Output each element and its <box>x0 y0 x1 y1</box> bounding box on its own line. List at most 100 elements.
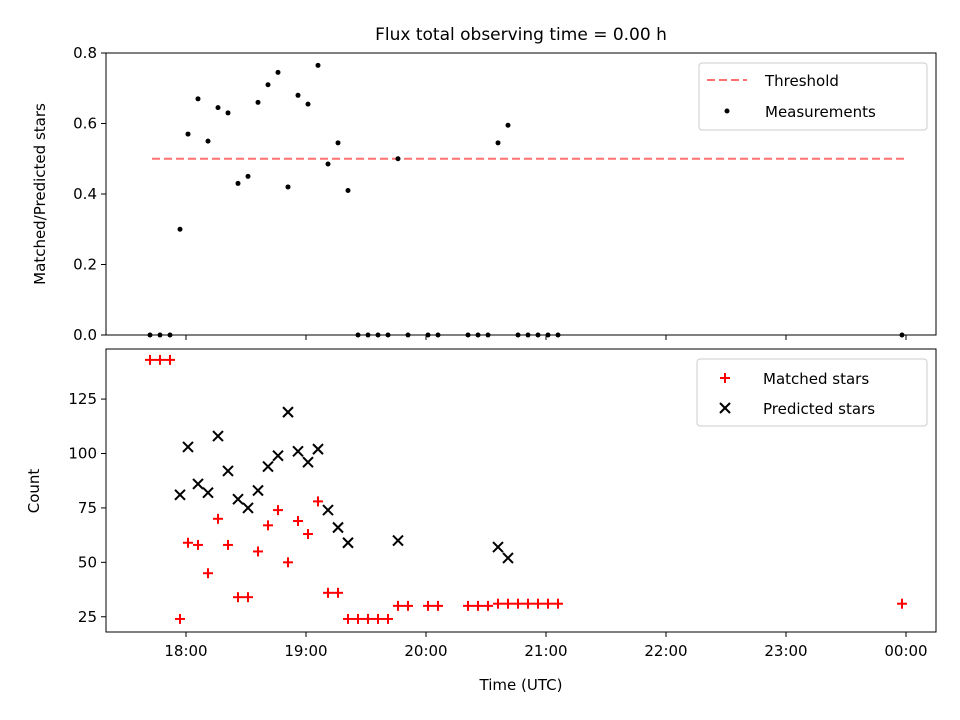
matched-star-point <box>145 354 155 365</box>
legend-predicted-label: Predicted stars <box>763 400 875 418</box>
measurement-point <box>215 105 221 111</box>
predicted-star-stroke-b <box>212 430 224 442</box>
predicted-star-point <box>182 441 194 453</box>
ratio-y-tick-label: 0.4 <box>73 185 97 203</box>
measurement-point <box>245 173 251 179</box>
matched-star-point <box>263 520 273 531</box>
matched-star-point <box>393 600 403 611</box>
matched-star-point <box>203 568 213 579</box>
matched-star-point <box>323 587 333 598</box>
legend-predicted-marker <box>719 402 731 414</box>
legend-predicted-stroke-b <box>719 402 731 414</box>
measurement-point <box>177 226 183 232</box>
matched-star-point <box>353 613 363 624</box>
matched-star-point <box>493 598 503 609</box>
predicted-star-stroke-b <box>332 521 344 534</box>
predicted-star-point <box>322 504 334 516</box>
measurement-point <box>395 156 401 162</box>
predicted-star-stroke-b <box>252 484 264 497</box>
measurement-point <box>315 62 321 68</box>
measurement-point <box>225 110 231 116</box>
x-tick-label: 23:00 <box>764 642 807 660</box>
matched-star-point <box>423 600 433 611</box>
predicted-star-stroke-b <box>222 465 234 477</box>
matched-star-point <box>343 613 353 624</box>
predicted-star-point <box>262 460 274 473</box>
predicted-stars-points <box>174 406 514 564</box>
x-tick-label: 20:00 <box>404 642 447 660</box>
measurement-point <box>335 140 341 146</box>
measurement-point <box>195 96 201 102</box>
count-y-label: Count <box>25 469 43 514</box>
matched-star-point <box>223 539 233 550</box>
predicted-star-stroke-b <box>262 460 274 473</box>
predicted-star-stroke-b <box>272 449 284 462</box>
matched-star-point <box>513 598 523 609</box>
predicted-star-stroke-b <box>174 489 186 501</box>
x-tick-label: 00:00 <box>884 642 927 660</box>
count-x-axis: 18:00 19:00 20:00 21:00 22:00 23:00 00:00 <box>164 632 928 660</box>
predicted-star-point <box>502 552 514 564</box>
matched-star-point <box>155 354 165 365</box>
count-legend-box <box>696 358 928 427</box>
predicted-star-stroke-b <box>302 456 314 468</box>
ratio-y-axis: 0.0 0.2 0.4 0.6 0.8 <box>73 44 106 344</box>
predicted-star-point <box>252 484 264 497</box>
matched-star-point <box>463 600 473 611</box>
chart-title: Flux total observing time = 0.00 h <box>375 25 667 45</box>
ratio-y-tick-label: 0.6 <box>73 115 97 133</box>
predicted-star-point <box>272 449 284 462</box>
predicted-star-point <box>212 430 224 442</box>
predicted-star-stroke-b <box>182 441 194 453</box>
predicted-star-stroke-b <box>492 541 504 553</box>
measurement-point <box>265 82 271 88</box>
x-tick-label: 18:00 <box>164 642 207 660</box>
predicted-star-stroke-b <box>312 443 324 455</box>
matched-star-point <box>553 598 563 609</box>
predicted-star-stroke-b <box>502 552 514 564</box>
matched-star-point <box>213 513 223 524</box>
matched-star-point <box>483 600 493 611</box>
legend-measurements-label: Measurements <box>765 103 876 121</box>
predicted-star-point <box>174 489 186 501</box>
matched-star-point <box>183 537 193 548</box>
measurement-point <box>235 180 241 186</box>
predicted-star-point <box>332 521 344 534</box>
count-legend: Matched stars Predicted stars <box>696 358 928 427</box>
matched-star-point <box>383 613 393 624</box>
matched-star-point <box>533 598 543 609</box>
matched-star-point <box>175 613 185 624</box>
predicted-star-point <box>282 406 294 418</box>
predicted-star-point <box>312 443 324 455</box>
ratio-y-label: Matched/Predicted stars <box>31 103 49 285</box>
matched-star-point <box>165 354 175 365</box>
measurement-point <box>495 140 501 146</box>
matched-star-point <box>283 557 293 568</box>
predicted-star-point <box>292 445 304 458</box>
matched-star-point <box>363 613 373 624</box>
x-tick-label: 21:00 <box>524 642 567 660</box>
matched-star-point <box>433 600 443 611</box>
legend-threshold-label: Threshold <box>764 72 839 90</box>
matched-star-point <box>333 587 343 598</box>
ratio-panel: 0.00.20.40.60.8 Matched/Predicted stars … <box>31 44 937 344</box>
count-panel: 25 50 75 100 125 18:00 19:00 20:00 21:00 22:00 23… <box>25 348 937 694</box>
predicted-star-stroke-b <box>282 406 294 418</box>
count-y-axis: 25 50 75 100 125 <box>68 390 106 626</box>
matched-star-point <box>313 496 323 507</box>
legend-matched-label: Matched stars <box>763 370 869 388</box>
measurement-point <box>345 187 351 193</box>
measurement-point <box>505 122 511 128</box>
predicted-star-point <box>492 541 504 553</box>
measurement-point <box>205 138 211 144</box>
matched-star-point <box>543 598 553 609</box>
measurement-point <box>185 131 191 137</box>
measurement-point <box>275 69 281 75</box>
x-axis-label: Time (UTC) <box>479 676 563 694</box>
count-y-tick-label: 125 <box>68 390 97 408</box>
ratio-y-tick-label: 0.2 <box>73 256 97 274</box>
measurement-point <box>285 184 291 190</box>
matched-star-point <box>253 546 263 557</box>
predicted-star-point <box>202 486 214 499</box>
predicted-star-point <box>302 456 314 468</box>
